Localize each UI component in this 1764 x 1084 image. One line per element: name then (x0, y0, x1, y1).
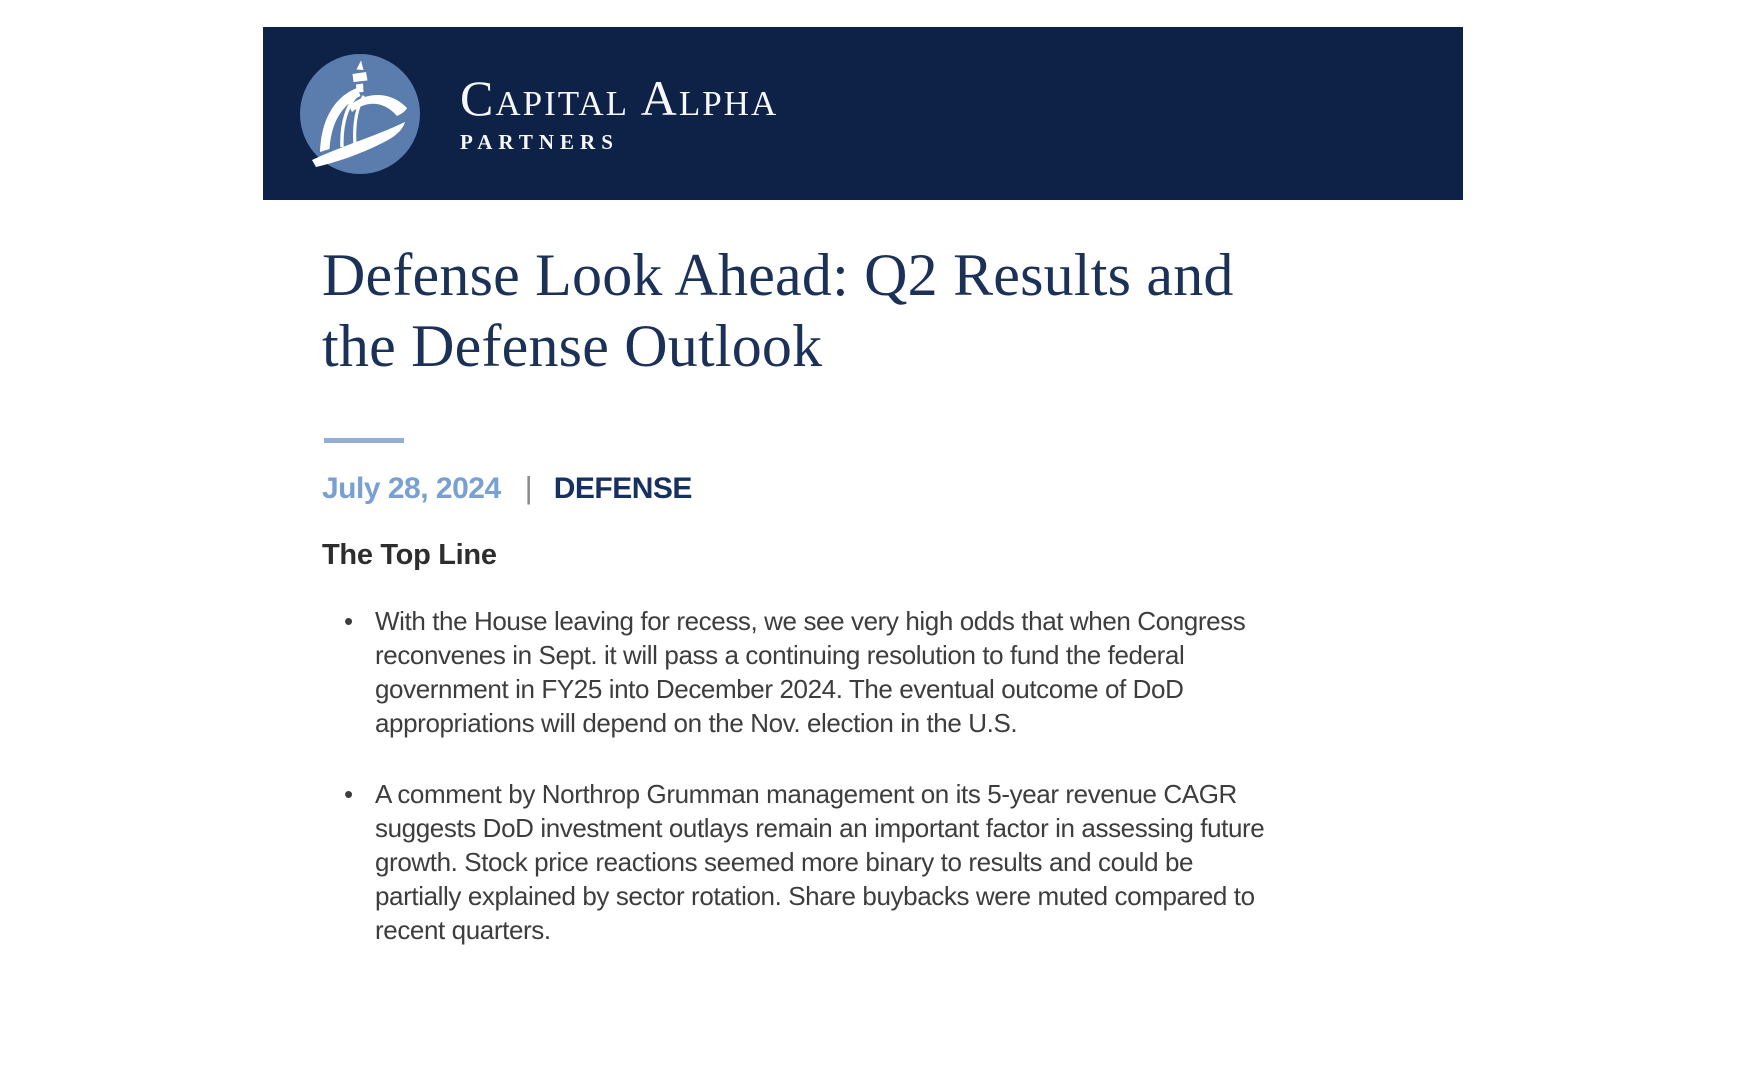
bullet-item-1: With the House leaving for recess, we se… (322, 604, 1272, 740)
top-line-list: With the House leaving for recess, we se… (322, 604, 1272, 947)
category-label: DEFENSE (553, 472, 693, 505)
article-meta: July 28, 2024 | DEFENSE (322, 470, 1302, 506)
page-title-line-2: the Defense Outlook (322, 313, 823, 379)
capitol-dome-icon (300, 53, 420, 174)
bullet-item-2: A comment by Northrop Grumman management… (322, 777, 1272, 947)
article-body: Defense Look Ahead: Q2 Results and the D… (322, 240, 1302, 984)
brand-banner: Capital Alpha PARTNERS (263, 27, 1463, 200)
brand-text-block: Capital Alpha PARTNERS (460, 73, 778, 155)
section-heading: The Top Line (322, 539, 497, 571)
page-title-line-1: Defense Look Ahead: Q2 Results and (322, 242, 1234, 308)
page-title: Defense Look Ahead: Q2 Results and the D… (322, 240, 1302, 382)
brand-subname: PARTNERS (460, 129, 619, 154)
title-divider (324, 438, 404, 443)
brand-name: Capital Alpha (460, 69, 779, 126)
meta-separator: | (524, 470, 533, 505)
article-date: July 28, 2024 (322, 472, 501, 505)
